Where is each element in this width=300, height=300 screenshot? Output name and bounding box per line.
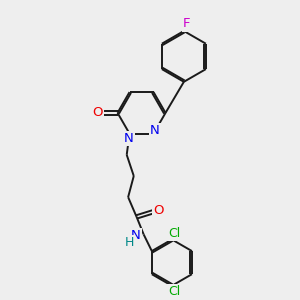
Text: N: N: [124, 132, 134, 145]
Text: N: N: [150, 124, 160, 137]
Text: O: O: [153, 204, 163, 217]
Text: O: O: [92, 106, 103, 119]
Text: N: N: [131, 229, 141, 242]
Text: H: H: [124, 236, 134, 249]
Text: F: F: [183, 17, 190, 30]
Text: Cl: Cl: [168, 286, 180, 298]
Text: Cl: Cl: [168, 227, 180, 240]
